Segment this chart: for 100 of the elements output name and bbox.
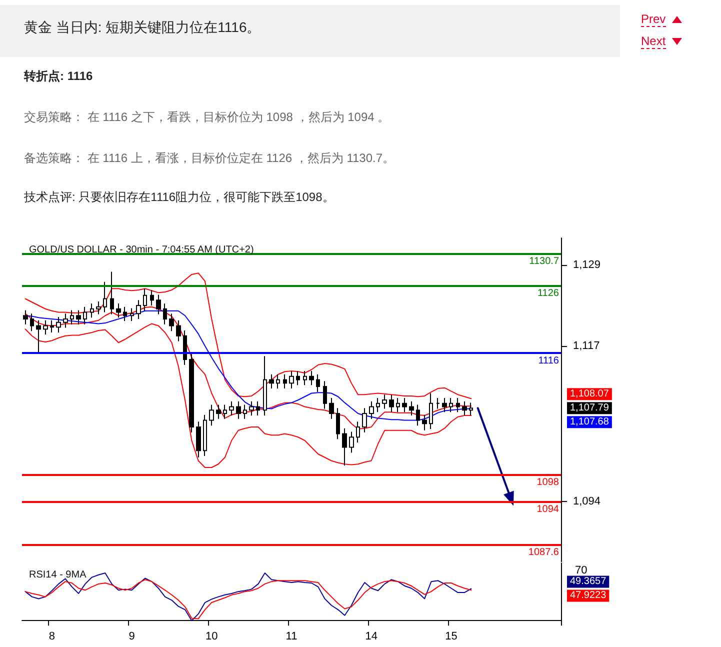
candlestick	[229, 400, 234, 416]
text: 1,107.79	[570, 402, 610, 414]
candlestick	[209, 404, 214, 426]
line-series	[24, 323, 472, 468]
candlestick	[150, 289, 154, 306]
candlestick	[103, 281, 107, 313]
candlestick	[376, 397, 380, 413]
candlestick	[236, 400, 241, 420]
candlestick	[389, 394, 394, 413]
x-tick-label: 14	[365, 630, 378, 642]
y-tick-label: 1,129	[573, 259, 601, 271]
text: 49.3657	[570, 576, 607, 588]
candlestick	[156, 294, 161, 315]
candlestick	[283, 374, 287, 390]
text: GOLD/US DOLLAR - 30min - 7:04:55 AM (UTC+2)	[29, 244, 254, 256]
candlestick	[36, 320, 41, 354]
candlestick	[249, 400, 254, 416]
candlestick	[216, 404, 221, 420]
ref-line-label: 1116	[538, 355, 560, 366]
candlestick	[176, 320, 181, 342]
text: Prev	[641, 12, 666, 27]
candlestick	[110, 271, 114, 315]
candlestick	[296, 370, 300, 386]
candlestick	[70, 310, 74, 325]
y-tick-label: 1,094	[573, 495, 601, 508]
line-series	[24, 272, 472, 400]
candlestick	[123, 306, 127, 322]
candlestick	[416, 404, 420, 426]
candlestick	[289, 370, 294, 390]
candlestick	[50, 320, 54, 333]
candlestick	[136, 300, 141, 320]
candlestick	[309, 370, 314, 386]
candlestick	[143, 288, 147, 312]
candlestick	[369, 400, 374, 420]
y-tick-label: 1,117	[573, 340, 600, 352]
x-tick-label: 10	[206, 630, 218, 642]
candlestick	[362, 408, 367, 433]
ref-line-label: 1094	[536, 504, 560, 515]
chart-title: RSI14 - 9MA	[29, 570, 87, 580]
candlestick	[163, 302, 167, 325]
text: 1,107.68	[570, 416, 610, 428]
candlestick	[243, 404, 247, 420]
ref-line-label: 1087.6	[528, 546, 560, 558]
candlestick	[429, 392, 433, 430]
x-tick-label: 9	[128, 630, 135, 642]
candlestick	[116, 302, 121, 318]
candlestick	[23, 310, 28, 325]
candlestick	[462, 400, 467, 416]
candlestick	[436, 397, 440, 410]
ref-line-label: 1126	[537, 288, 560, 299]
candlestick	[96, 300, 101, 315]
candlestick	[256, 400, 260, 416]
candlestick	[76, 310, 81, 325]
candlestick	[316, 374, 320, 392]
candlestick	[223, 404, 227, 420]
candlestick	[63, 313, 68, 328]
candlestick	[396, 397, 400, 413]
candlestick	[43, 320, 48, 336]
candlestick	[56, 316, 61, 333]
candlestick	[336, 408, 340, 440]
candlestick	[303, 370, 307, 386]
candlestick	[203, 414, 207, 457]
candlestick	[442, 397, 447, 413]
text: 黄金 当日内: 短期关键阻力位在1116。	[24, 19, 261, 37]
candlestick	[456, 397, 460, 413]
x-tick-label: 11	[286, 630, 298, 642]
candlestick	[349, 431, 354, 454]
candlestick	[263, 356, 267, 416]
candlestick	[329, 397, 334, 420]
candlestick	[409, 400, 414, 416]
candlestick	[130, 308, 134, 322]
text: 备选策略： 在 1116 上，看涨，目标价位定在 1126 ，然后为 1130.7。	[24, 150, 395, 167]
x-tick-label: 15	[445, 630, 458, 642]
candlestick	[402, 397, 407, 413]
ref-line-label: 1130.7	[529, 256, 560, 268]
candlestick	[269, 374, 274, 390]
text: 1,108.07	[570, 388, 610, 400]
candlestick	[169, 313, 174, 332]
candlestick	[422, 414, 427, 431]
candlestick	[30, 313, 34, 332]
text: 70	[575, 564, 588, 576]
text: 47.9223	[570, 590, 607, 602]
candlestick	[356, 421, 360, 444]
candlestick	[382, 394, 387, 410]
text: Next	[641, 34, 666, 49]
ref-line-label: 1098	[536, 476, 560, 488]
text: 转折点: 1116	[24, 68, 93, 85]
candlestick	[196, 421, 201, 458]
candlestick	[342, 428, 347, 466]
x-tick-label: 8	[48, 630, 56, 642]
text: 技术点评: 只要依旧存在1116阻力位，很可能下跌至1098。	[24, 189, 334, 206]
candlestick	[83, 306, 87, 325]
candlestick	[183, 330, 187, 366]
candlestick	[449, 397, 453, 413]
candlestick	[90, 302, 94, 318]
candlestick	[189, 354, 194, 433]
text: 交易策略： 在 1116 之下，看跌，目标价位为 1098 ，然后为 1094 。	[24, 109, 390, 126]
candlestick	[323, 380, 327, 410]
candlestick	[276, 374, 280, 390]
candlestick	[469, 402, 473, 416]
